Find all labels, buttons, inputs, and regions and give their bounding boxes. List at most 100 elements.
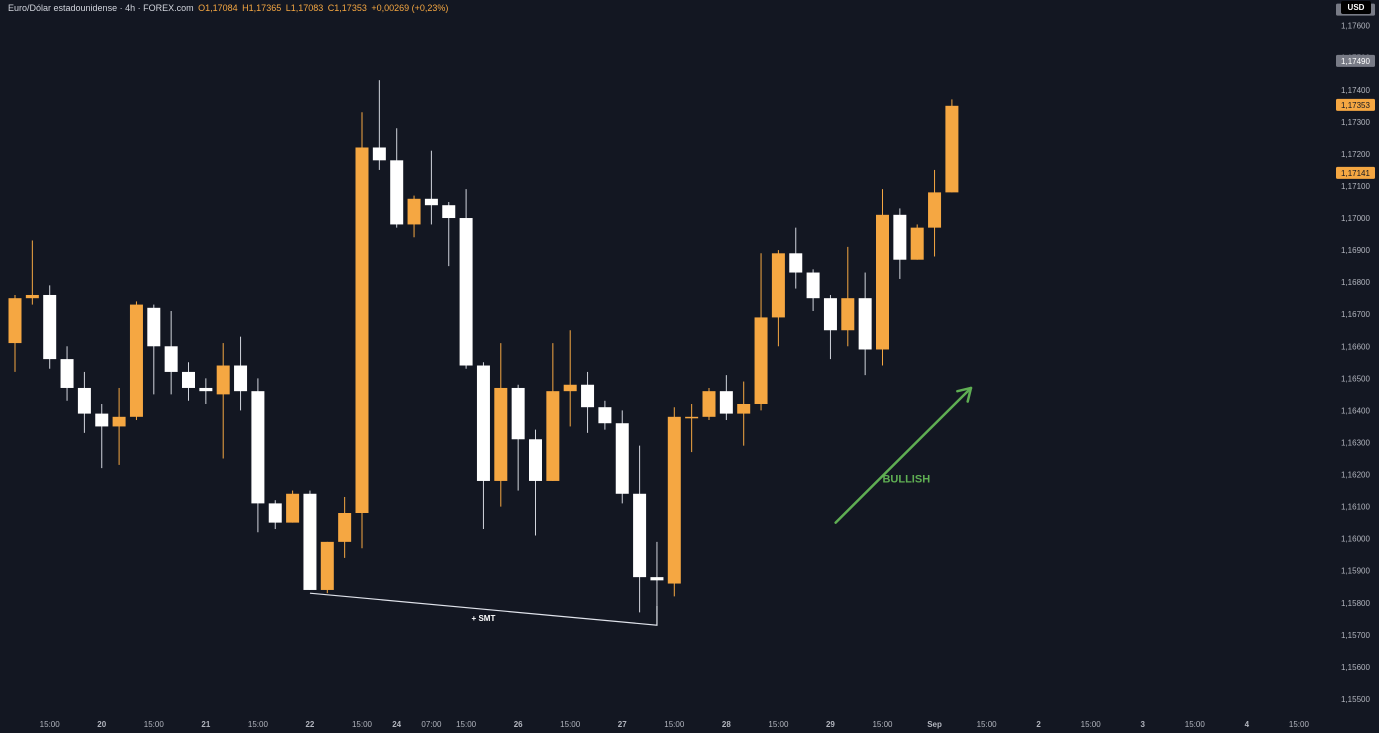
candle-body: [286, 493, 300, 523]
candle: [320, 541, 334, 594]
close-value: C1,17353: [327, 3, 367, 13]
x-tick-label: 15:00: [1289, 720, 1310, 729]
candle: [268, 500, 282, 530]
candle-body: [754, 317, 768, 404]
x-tick-label: 15:00: [1081, 720, 1102, 729]
candle-body: [355, 147, 369, 514]
y-tick-label: 1,16500: [1341, 374, 1370, 383]
candle-body: [459, 218, 473, 366]
candle-body: [268, 503, 282, 523]
candle: [303, 490, 317, 590]
candle: [858, 272, 872, 376]
candle: [95, 403, 109, 469]
price-badge-bg: [1336, 54, 1375, 67]
price-badge: 1,17490: [1336, 54, 1375, 67]
candle-body: [164, 346, 178, 372]
candle: [43, 285, 57, 369]
bullish-label: BULLISH: [882, 473, 930, 485]
candle-body: [476, 365, 490, 481]
x-tick-label: 15:00: [40, 720, 61, 729]
y-tick-label: 1,16300: [1341, 438, 1370, 447]
candle: [615, 410, 629, 504]
candle-body: [789, 253, 803, 273]
candle-body: [199, 387, 213, 392]
trend-arrow-head: [956, 386, 973, 403]
y-tick-label: 1,15500: [1341, 695, 1370, 704]
candles-layer: [8, 80, 959, 613]
candle: [494, 343, 508, 507]
candle: [442, 201, 456, 267]
candle: [685, 403, 699, 453]
y-tick-label: 1,17100: [1341, 182, 1370, 191]
candle: [407, 195, 421, 238]
candle: [771, 250, 785, 347]
candle-body: [719, 391, 733, 414]
candle-body: [685, 416, 699, 419]
y-tick-label: 1,17300: [1341, 118, 1370, 127]
x-tick-label: 15:00: [560, 720, 581, 729]
candle-body: [598, 407, 612, 424]
candle-body: [806, 272, 820, 299]
candle-body: [546, 391, 560, 481]
smt-label: + SMT: [472, 614, 496, 623]
candle-body: [251, 391, 265, 504]
x-tick-label: 15:00: [872, 720, 893, 729]
candle-body: [129, 304, 143, 417]
candle: [633, 445, 647, 613]
y-tick-label: 1,16000: [1341, 535, 1370, 544]
candle-body: [928, 192, 942, 228]
axes-layer: 1,176001,175001,174001,173001,172001,171…: [40, 22, 1371, 729]
x-tick-label: Sep: [927, 720, 942, 729]
x-tick-label: 15:00: [977, 720, 998, 729]
candle-body: [858, 298, 872, 350]
candle: [719, 375, 733, 421]
y-tick-label: 1,15600: [1341, 663, 1370, 672]
candle: [147, 304, 161, 395]
candle: [928, 169, 942, 257]
candle: [164, 311, 178, 395]
x-tick-label: 15:00: [664, 720, 685, 729]
candle-body: [667, 416, 681, 584]
y-tick-label: 1,16600: [1341, 342, 1370, 351]
x-tick-label: 26: [514, 720, 523, 729]
price-badge: 1,17141: [1336, 166, 1375, 179]
candle-body: [615, 423, 629, 494]
candle-body: [442, 205, 456, 219]
x-tick-label: 4: [1245, 720, 1250, 729]
smt-line: [309, 592, 658, 626]
candle: [112, 387, 126, 465]
candle: [910, 224, 924, 260]
candle-body: [633, 493, 647, 578]
price-badge-label: 1,17353: [1341, 101, 1370, 110]
currency-badge[interactable]: USD: [1341, 1, 1371, 14]
low-value: L1,17083: [285, 3, 324, 13]
x-tick-label: 24: [392, 720, 401, 729]
candle: [841, 246, 855, 347]
candle-body: [60, 359, 74, 388]
symbol-header: Euro/Dólar estadounidense · 4h · FOREX.c…: [8, 3, 450, 13]
candle-body: [407, 198, 421, 225]
candle-body: [234, 365, 248, 392]
candle: [789, 227, 803, 289]
price-badge: 1,17353: [1336, 98, 1375, 111]
x-tick-label: 15:00: [248, 720, 269, 729]
candle-body: [581, 384, 595, 408]
y-tick-label: 1,17600: [1341, 22, 1370, 31]
candle-body: [737, 403, 751, 414]
high-value: H1,17365: [242, 3, 282, 13]
candle-body: [43, 294, 57, 360]
candle-body: [95, 413, 109, 427]
x-tick-label: 15:00: [768, 720, 789, 729]
y-tick-label: 1,16700: [1341, 310, 1370, 319]
y-tick-label: 1,15800: [1341, 599, 1370, 608]
candle-body: [424, 198, 438, 206]
candle-body: [841, 298, 855, 331]
y-tick-label: 1,16800: [1341, 278, 1370, 287]
candle-body: [112, 416, 126, 427]
x-tick-label: 27: [618, 720, 627, 729]
candle: [598, 400, 612, 430]
candle: [77, 371, 91, 433]
candle: [60, 346, 74, 401]
candle-body: [216, 365, 230, 395]
